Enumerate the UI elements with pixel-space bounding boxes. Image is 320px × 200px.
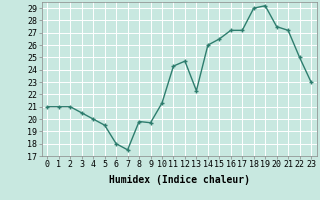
X-axis label: Humidex (Indice chaleur): Humidex (Indice chaleur) <box>109 175 250 185</box>
